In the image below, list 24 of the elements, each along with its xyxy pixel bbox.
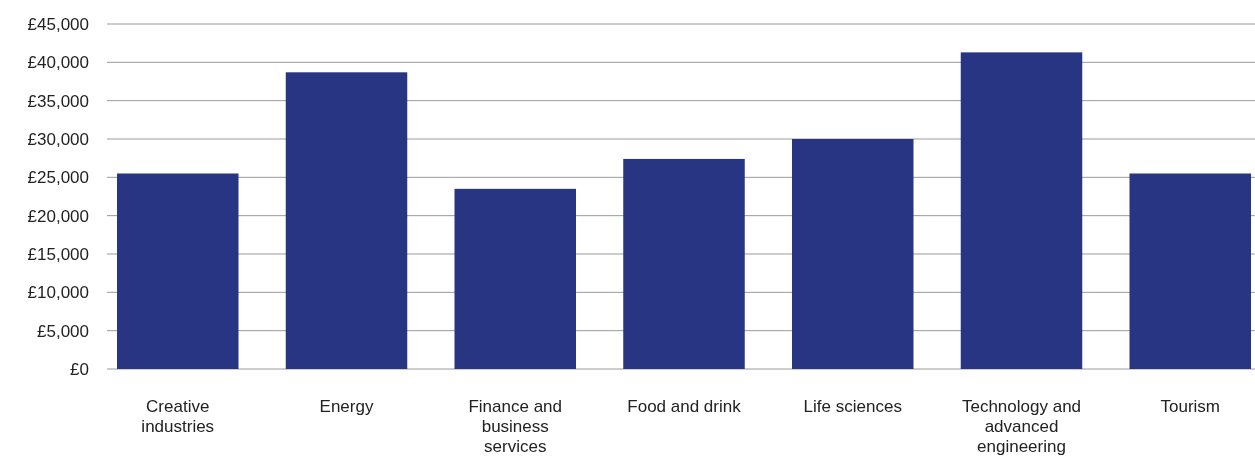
x-tick-label: Finance and business services xyxy=(468,397,563,456)
bar xyxy=(792,139,914,369)
y-tick-label: £20,000 xyxy=(27,206,89,226)
y-tick-label: £10,000 xyxy=(27,283,89,303)
y-tick-label: £30,000 xyxy=(27,129,89,149)
y-tick-label: £5,000 xyxy=(37,321,89,341)
x-tick-label: Tourism xyxy=(1160,397,1221,416)
y-tick-label: £45,000 xyxy=(27,14,89,34)
x-tick-label: Energy xyxy=(319,397,374,416)
x-tick-label: Life sciences xyxy=(803,397,902,416)
y-tick-label: £35,000 xyxy=(27,91,89,111)
x-tick-label: Technology and advanced engineering xyxy=(961,397,1082,456)
y-tick-label: £40,000 xyxy=(27,53,89,73)
x-tick-label: Food and drink xyxy=(627,397,742,416)
bar xyxy=(1129,173,1251,369)
y-tick-label: £15,000 xyxy=(27,244,89,264)
bar xyxy=(454,188,576,369)
bar xyxy=(117,173,239,369)
bar xyxy=(960,52,1083,369)
y-tick-label: £0 xyxy=(70,359,89,379)
y-tick-label: £25,000 xyxy=(27,168,89,188)
bar xyxy=(285,72,408,369)
x-tick-label: Creative industries xyxy=(141,397,215,436)
bar xyxy=(623,158,745,369)
